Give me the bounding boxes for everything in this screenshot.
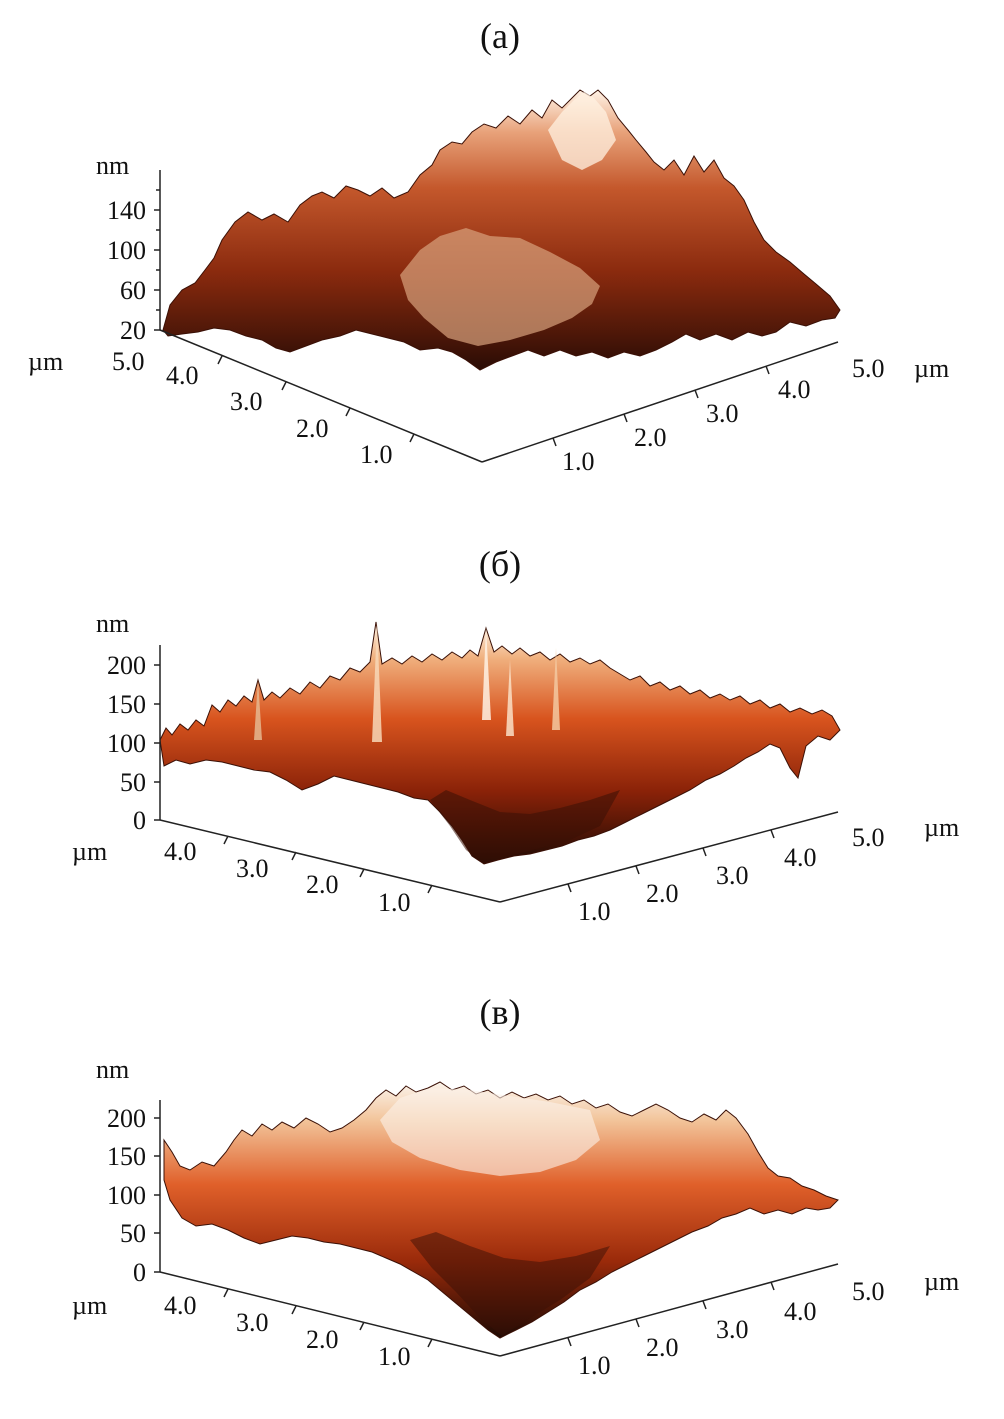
y-tick-label: 1.0 [378, 888, 411, 917]
y-unit-label: µm [72, 837, 107, 866]
z-tick-label: 200 [107, 1104, 146, 1133]
x-tick-labels: 1.0 2.0 3.0 4.0 5.0 [578, 823, 885, 926]
x-axis-ticks [567, 829, 775, 893]
x-tick-label: 1.0 [578, 1351, 611, 1380]
y-axis-line [159, 1271, 501, 1357]
y-axis-ticks [217, 355, 415, 443]
y-tick-label: 2.0 [306, 1325, 339, 1354]
x-tick-label: 1.0 [578, 897, 611, 926]
z-tick-labels: 200 150 100 50 0 [107, 1104, 146, 1287]
x-unit-label: µm [924, 1267, 959, 1296]
z-tick-label: 0 [133, 806, 146, 835]
y-tick-label: 1.0 [360, 440, 393, 469]
z-unit-label: nm [96, 1055, 129, 1084]
surface-c-highlight [380, 1088, 600, 1176]
y-tick-label: 4.0 [166, 361, 199, 390]
y-tick-labels: 4.0 3.0 2.0 1.0 [164, 1291, 411, 1371]
x-tick-label: 4.0 [784, 843, 817, 872]
z-axis-ticks [154, 189, 160, 331]
panel-a: (a) nm 140 100 60 20 µm [28, 16, 949, 476]
z-unit-label: nm [96, 151, 129, 180]
panel-label: (в) [480, 992, 521, 1032]
z-tick-label: 200 [107, 651, 146, 680]
y-tick-label: 2.0 [296, 414, 329, 443]
panel-b: (б) nm 200 150 100 [72, 544, 959, 926]
y-axis-ticks [223, 1288, 433, 1348]
panel-label: (б) [479, 544, 521, 584]
z-axis-ticks [154, 1117, 160, 1273]
y-tick-labels: 5.0 4.0 3.0 2.0 1.0 [112, 347, 393, 469]
x-tick-labels: 1.0 2.0 3.0 4.0 5.0 [578, 1277, 885, 1380]
y-tick-label: 5.0 [112, 347, 145, 376]
y-tick-label: 3.0 [236, 1308, 269, 1337]
surface-c-front-dark [410, 1232, 610, 1336]
surface-a-peak [548, 92, 616, 170]
y-tick-label: 3.0 [230, 387, 263, 416]
x-tick-labels: 1.0 2.0 3.0 4.0 5.0 [562, 354, 885, 476]
x-tick-label: 2.0 [646, 1333, 679, 1362]
z-tick-label: 50 [120, 768, 146, 797]
x-tick-label: 2.0 [646, 879, 679, 908]
x-tick-label: 1.0 [562, 447, 595, 476]
y-tick-label: 3.0 [236, 854, 269, 883]
x-axis-line [499, 811, 839, 903]
z-tick-labels: 200 150 100 50 0 [107, 651, 146, 835]
z-unit-label: nm [96, 609, 129, 638]
x-tick-label: 5.0 [852, 823, 885, 852]
x-tick-label: 5.0 [852, 354, 885, 383]
z-tick-label: 60 [120, 276, 146, 305]
y-axis-ticks [223, 835, 433, 894]
y-tick-label: 1.0 [378, 1342, 411, 1371]
x-axis-line [499, 1263, 839, 1357]
z-tick-label: 100 [107, 729, 146, 758]
y-tick-label: 2.0 [306, 870, 339, 899]
x-tick-label: 2.0 [634, 423, 667, 452]
y-axis-line [159, 329, 483, 463]
y-tick-labels: 4.0 3.0 2.0 1.0 [164, 837, 411, 917]
z-tick-label: 100 [107, 236, 146, 265]
y-unit-label: µm [72, 1291, 107, 1320]
surface-c [163, 1081, 839, 1339]
x-axis-ticks [567, 1281, 775, 1347]
panel-label: (a) [480, 16, 520, 56]
panel-c: (в) nm 200 150 100 50 0 µm 4.0 [72, 992, 959, 1380]
x-unit-label: µm [924, 813, 959, 842]
x-tick-label: 5.0 [852, 1277, 885, 1306]
y-tick-label: 4.0 [164, 837, 197, 866]
surface-b-spikes [254, 622, 560, 742]
surface-b-front-dark [430, 790, 620, 864]
x-tick-label: 3.0 [706, 399, 739, 428]
z-tick-label: 50 [120, 1219, 146, 1248]
x-tick-label: 4.0 [778, 375, 811, 404]
y-axis-line [159, 819, 501, 903]
x-tick-label: 3.0 [716, 1315, 749, 1344]
z-tick-label: 0 [133, 1258, 146, 1287]
z-tick-labels: 140 100 60 20 [107, 196, 146, 345]
surface-a [162, 89, 841, 371]
y-tick-label: 4.0 [164, 1291, 197, 1320]
z-axis-ticks [154, 664, 160, 821]
z-tick-label: 20 [120, 316, 146, 345]
x-tick-label: 3.0 [716, 861, 749, 890]
z-tick-label: 150 [107, 1142, 146, 1171]
x-axis-ticks [552, 365, 770, 447]
z-tick-label: 150 [107, 690, 146, 719]
x-unit-label: µm [914, 354, 949, 383]
x-axis-line [481, 341, 839, 463]
z-tick-label: 140 [107, 196, 146, 225]
y-unit-label: µm [28, 347, 63, 376]
z-tick-label: 100 [107, 1181, 146, 1210]
x-tick-label: 4.0 [784, 1297, 817, 1326]
surface-a-inner-plateau [400, 228, 600, 346]
